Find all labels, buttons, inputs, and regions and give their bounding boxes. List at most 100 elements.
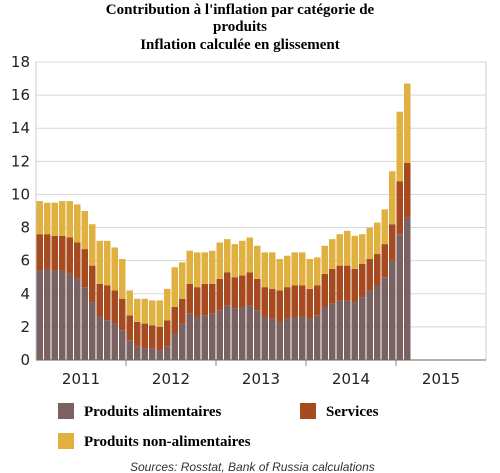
y-tick-label: 8	[20, 219, 30, 237]
bar-segment	[329, 268, 336, 304]
legend-swatch	[58, 403, 74, 419]
bar-segment	[216, 278, 223, 311]
bar-segment	[396, 234, 403, 360]
bar-segment	[149, 325, 156, 349]
bar-segment	[254, 245, 261, 279]
bar-segment	[141, 298, 148, 324]
y-tick-label: 0	[20, 351, 30, 369]
bar-segment	[314, 285, 321, 316]
bar-segment	[299, 316, 306, 360]
bar-segment	[374, 285, 381, 360]
bar-segment	[351, 302, 358, 360]
bar-segment	[299, 252, 306, 286]
bar-segment	[156, 326, 163, 351]
bar-segment	[179, 323, 186, 360]
y-tick-label: 12	[11, 152, 30, 170]
bar-segment	[156, 300, 163, 327]
bar-segment	[96, 316, 103, 360]
bar-segment	[336, 265, 343, 301]
bar-segment	[96, 240, 103, 284]
bar-segment	[284, 255, 291, 288]
x-tick-label: 2012	[152, 370, 190, 388]
bar-segment	[186, 313, 193, 360]
bar-segment	[389, 224, 396, 261]
bar-segment	[179, 298, 186, 324]
bar-segment	[254, 310, 261, 360]
bar-segment	[36, 201, 43, 235]
bar-segment	[81, 249, 88, 288]
bar-segment	[96, 283, 103, 317]
bar-segment	[224, 239, 231, 273]
plot-area	[35, 61, 487, 361]
bar-segment	[276, 321, 283, 360]
bar-segment	[224, 305, 231, 360]
bar-segment	[149, 300, 156, 326]
x-tick-label: 2011	[62, 370, 100, 388]
bar-segment	[111, 290, 118, 324]
bar-segment	[134, 321, 141, 347]
bar-segment	[59, 201, 66, 236]
bar-segment	[74, 242, 81, 279]
bar-segment	[366, 290, 373, 360]
bar-segment	[336, 234, 343, 266]
bar-segment	[321, 307, 328, 360]
bar-segment	[329, 303, 336, 360]
bar-segment	[51, 270, 58, 360]
bar-segment	[239, 240, 246, 276]
bar-segment	[89, 265, 96, 303]
x-tick-label: 2013	[242, 370, 280, 388]
bar-segment	[209, 313, 216, 360]
bar-segment	[261, 287, 268, 317]
x-tick-label: 2015	[422, 370, 460, 388]
bar-segment	[74, 278, 81, 360]
bar-segment	[321, 273, 328, 308]
bar-segment	[194, 287, 201, 317]
bar-segment	[359, 234, 366, 264]
bar-segment	[164, 288, 171, 321]
bar-segment	[171, 267, 178, 308]
bar-segment	[104, 320, 111, 360]
bar-segment	[329, 239, 336, 269]
bar-segment	[104, 285, 111, 321]
y-tick-label: 6	[20, 252, 30, 270]
bar-segment	[171, 333, 178, 360]
bar-segment	[216, 310, 223, 360]
bar-segment	[156, 350, 163, 360]
bar-segment	[119, 330, 126, 360]
bar-segment	[336, 300, 343, 360]
bar-segment	[344, 230, 351, 266]
bar-segment	[314, 315, 321, 360]
bar-segment	[194, 252, 201, 288]
bar-segment	[44, 202, 51, 235]
bar-segment	[269, 318, 276, 360]
bar-segment	[59, 235, 66, 271]
bar-segment	[381, 244, 388, 278]
bar-segment	[404, 162, 411, 218]
y-tick-label: 18	[11, 53, 30, 71]
source-note: Sources: Rosstat, Bank of Russia calcula…	[130, 460, 375, 473]
bar-segment	[261, 316, 268, 360]
bar-segment	[36, 234, 43, 271]
bar-segment	[344, 265, 351, 301]
bar-segment	[44, 234, 51, 269]
bar-segment	[299, 285, 306, 317]
bar-segment	[261, 252, 268, 288]
bar-segment	[66, 237, 73, 274]
bar-segment	[134, 346, 141, 360]
bar-segment	[306, 259, 313, 289]
bar-segment	[134, 298, 141, 322]
y-tick-label: 14	[11, 119, 30, 137]
bar-segment	[381, 277, 388, 360]
bar-segment	[276, 259, 283, 291]
bar-segment	[89, 302, 96, 360]
bar-segment	[351, 235, 358, 269]
x-tick-label: 2014	[332, 370, 370, 388]
bar-segment	[291, 316, 298, 360]
bar-segment	[44, 268, 51, 360]
bar-segment	[231, 244, 238, 278]
bar-segment	[164, 346, 171, 360]
bar-segment	[366, 227, 373, 260]
bar-segment	[374, 254, 381, 286]
bar-segment	[284, 287, 291, 319]
